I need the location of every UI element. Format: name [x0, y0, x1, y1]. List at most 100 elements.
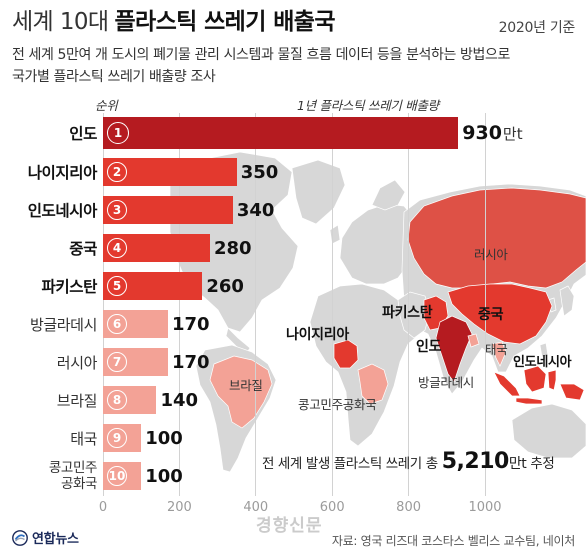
rank-badge: 9 [107, 428, 127, 449]
rank-badge: 3 [107, 200, 127, 221]
gridline [408, 113, 410, 496]
map-region-china [447, 283, 553, 345]
rank-badge: 5 [107, 276, 127, 297]
map-region-thailand [491, 341, 507, 367]
bar-label: 중국 [69, 240, 97, 259]
subtitle: 전 세계 5만여 개 도시의 폐기물 관리 시스템과 물질 흐름 데이터 등을 … [12, 44, 510, 88]
value-label: 100 [145, 424, 183, 452]
total-note-suffix: 추정 [530, 456, 555, 472]
value-number: 140 [160, 389, 199, 411]
total-note-prefix: 전 세계 발생 플라스틱 쓰레기 총 [262, 456, 438, 472]
map-label-brazil: 브라질 [229, 378, 263, 393]
map-region-brazil [209, 355, 273, 429]
gridline [484, 113, 486, 496]
map-land-scandinavia [371, 179, 406, 211]
x-tick-label: 800 [396, 500, 422, 515]
map-region-indonesia-borneo [523, 365, 547, 393]
gridline [331, 113, 333, 496]
publisher-logo: 연합뉴스 [12, 528, 79, 547]
map-region-india [435, 315, 473, 383]
bar-label: 나이지리아 [27, 164, 98, 182]
value-number: 340 [236, 199, 275, 221]
bar-row: 러시아 7 170 [0, 348, 586, 377]
bar-label: 인도 [69, 125, 97, 143]
map-label-thailand: 태국 [485, 342, 508, 357]
gridline [178, 113, 180, 496]
map-region-indonesia-sumatra [493, 371, 521, 397]
bar-row: 인도네시아 3 340 [0, 196, 586, 225]
x-tick-label: 200 [166, 500, 192, 515]
bar-row: 태국 9 100 [0, 424, 586, 453]
map-land-japan [559, 285, 575, 317]
value-label: 170 [172, 348, 210, 376]
map-label-pakistan: 파키스탄 [382, 305, 433, 321]
subtitle-line-2: 국가별 플라스틱 쓰레기 배출량 조사 [12, 69, 216, 85]
value-number: 930 [462, 122, 502, 144]
bar-label: 콩고민주 공화국 [48, 460, 97, 493]
x-tick-label: 0 [98, 500, 108, 515]
map-land-arabia [397, 291, 431, 339]
value-number: 260 [206, 275, 244, 297]
total-note: 전 세계 발생 플라스틱 쓰레기 총 5,210만t 추정 [262, 449, 555, 477]
map-label-drcongo: 콩고민주공화국 [298, 397, 377, 412]
subtitle-line-1: 전 세계 5만여 개 도시의 폐기물 관리 시스템과 물질 흐름 데이터 등을 … [12, 47, 510, 63]
map-label-russia: 러시아 [474, 247, 508, 262]
bar-label: 태국 [70, 429, 97, 448]
x-tick-label: 1000 [468, 500, 502, 515]
value-label: 100 [145, 462, 183, 490]
logo-text: 연합뉴스 [32, 532, 79, 547]
x-tick-label: 400 [243, 500, 269, 515]
date-note: 2020년 기준 [498, 20, 576, 36]
value-number: 280 [213, 237, 252, 259]
map-land-australia [511, 403, 586, 459]
value-number: 170 [171, 351, 210, 373]
map-region-drcongo [357, 363, 389, 405]
value-number: 350 [240, 161, 279, 183]
total-note-unit: 만t [508, 456, 527, 472]
rank-badge: 6 [107, 314, 127, 335]
bar-row: 파키스탄 5 260 [0, 272, 586, 301]
map-region-russia [407, 187, 586, 289]
value-label: 930 만t [462, 117, 522, 149]
value-column-header: 1년 플라스틱 쓰레기 배출량 [297, 98, 439, 113]
value-label: 340 [237, 196, 275, 224]
bar-row: 브라질 8 140 [0, 386, 586, 415]
bar-row: 나이지리아 2 350 [0, 158, 586, 186]
map-region-bangladesh [467, 333, 480, 348]
map-region-indonesia-java [515, 397, 543, 405]
rank-badge: 2 [107, 162, 127, 182]
yonhap-logo-icon [12, 529, 28, 546]
value-number: 100 [145, 427, 183, 449]
map-land-africa [309, 283, 421, 447]
map-label-china: 중국 [478, 307, 504, 323]
map-land-philippines [539, 342, 549, 358]
bar-row: 중국 4 280 [0, 234, 586, 263]
value-label: 140 [160, 386, 198, 414]
watermark: 경향신문 [256, 516, 323, 536]
source-credit: 자료: 영국 리즈대 코스타스 벨리스 교수팀, 네이처 [331, 534, 575, 548]
map-label-indonesia: 인도네시아 [513, 355, 572, 370]
x-tick-label: 600 [319, 500, 345, 515]
total-note-value: 5,210 [441, 449, 510, 474]
map-label-bangladesh: 방글라데시 [418, 375, 475, 390]
rank-badge: 4 [107, 238, 127, 259]
rank-badge: 1 [107, 122, 129, 144]
map-region-indonesia-sulawesi [547, 369, 557, 391]
bar-label: 브라질 [56, 391, 98, 410]
bar-label: 러시아 [56, 353, 98, 372]
value-number: 170 [171, 313, 210, 335]
bar-row: 방글라데시 6 170 [0, 310, 586, 339]
map-label-india: 인도 [416, 339, 442, 355]
rank-badge: 7 [107, 352, 127, 373]
map-region-nigeria [333, 339, 359, 369]
rank-badge: 10 [107, 466, 127, 487]
value-label: 350 [241, 158, 279, 186]
bar-row: 콩고민주 공화국 10 100 [0, 460, 586, 493]
value-unit: 만t [502, 124, 523, 143]
bar-row: 인도 1 930 만t [0, 117, 586, 149]
title-light: 세계 10대 [12, 9, 109, 35]
value-label: 280 [214, 234, 252, 262]
page-title: 세계 10대 플라스틱 쓰레기 배출국 [12, 6, 335, 38]
